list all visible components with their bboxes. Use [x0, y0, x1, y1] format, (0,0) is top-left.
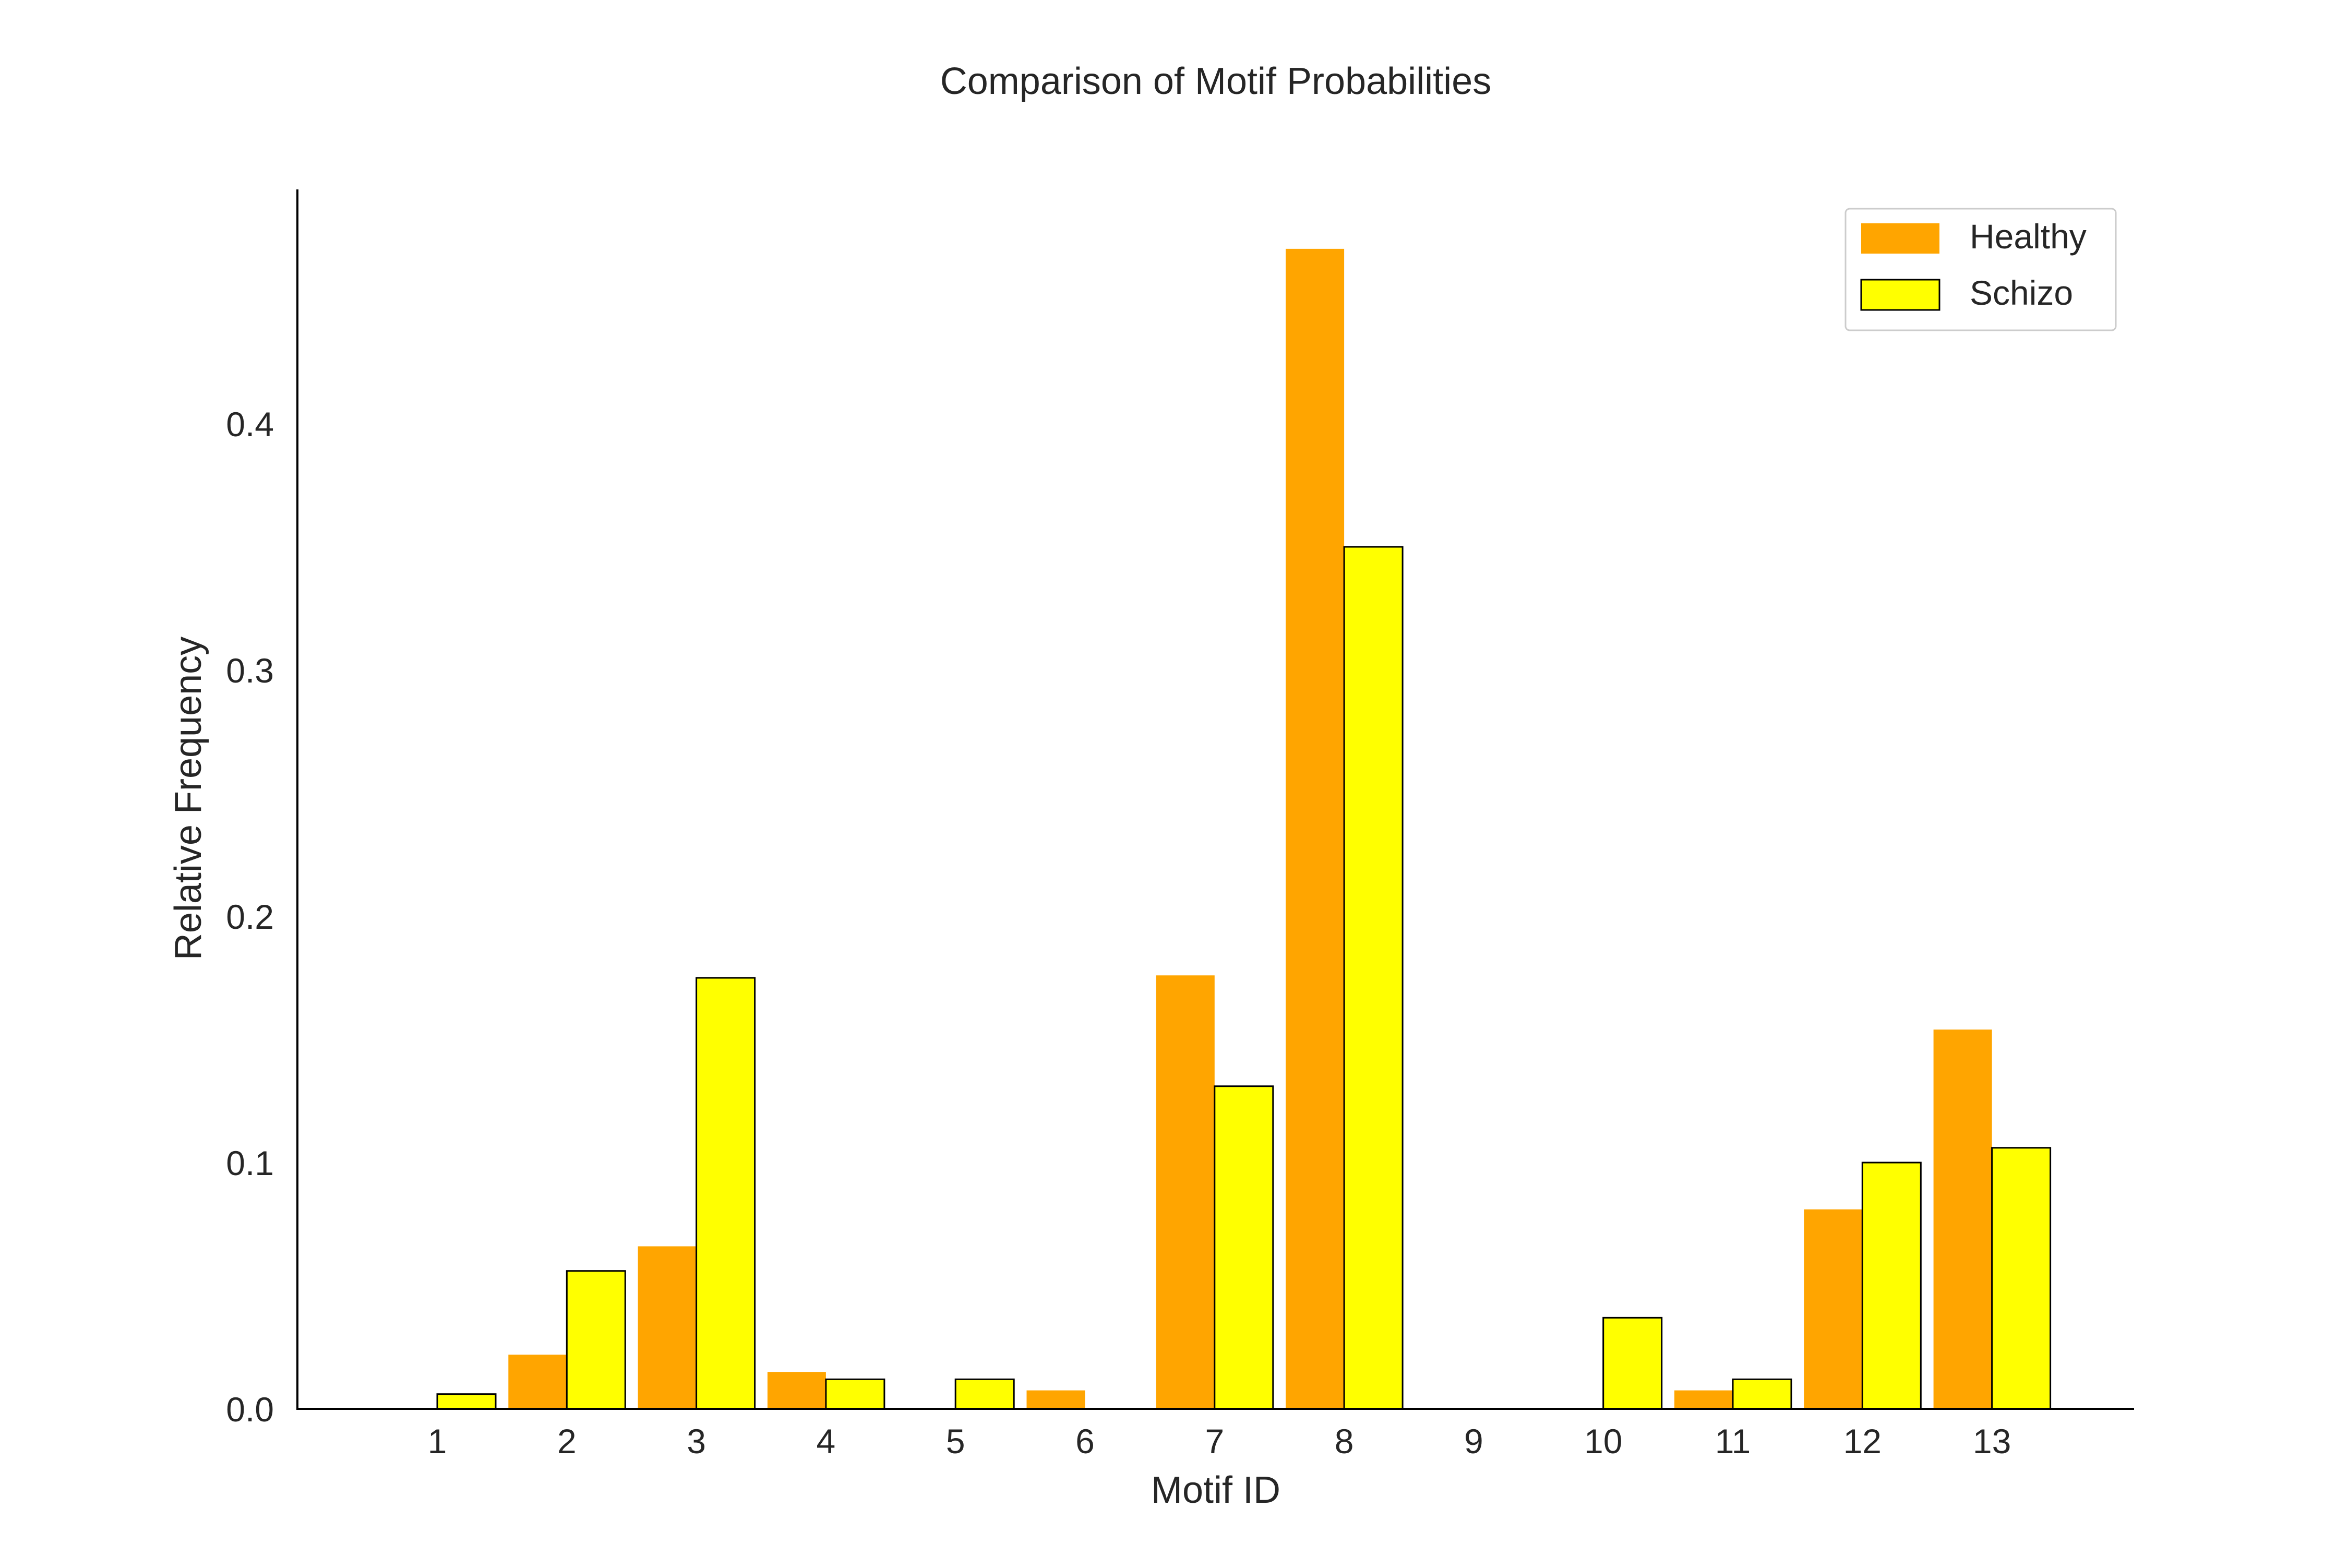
bar-schizo-motif-8 [1343, 546, 1404, 1410]
x-tick-label: 12 [1843, 1422, 1882, 1461]
bar-healthy-motif-13 [1933, 1030, 1992, 1409]
y-axis-label: Relative Frequency [167, 637, 209, 960]
y-tick-label: 0.0 [226, 1390, 274, 1429]
bar-schizo-motif-2 [566, 1270, 626, 1410]
y-tick-label: 0.2 [226, 897, 274, 936]
bar-schizo-motif-12 [1861, 1162, 1922, 1410]
bar-healthy-motif-8 [1286, 248, 1345, 1409]
x-tick-label: 2 [557, 1422, 577, 1461]
x-axis-label: Motif ID [1151, 1469, 1280, 1511]
bar-healthy-motif-12 [1804, 1209, 1863, 1409]
bars-layer [436, 248, 2052, 1410]
x-tick-label: 8 [1335, 1422, 1354, 1461]
bar-schizo-motif-7 [1214, 1085, 1274, 1410]
x-tick-label: 13 [1973, 1422, 2011, 1461]
bar-schizo-motif-3 [696, 977, 756, 1410]
bar-healthy-motif-7 [1156, 975, 1215, 1409]
legend-label-healthy: Healthy [1970, 217, 2087, 256]
x-tick-label: 1 [428, 1422, 447, 1461]
legend-label-schizo: Schizo [1970, 273, 2073, 312]
bar-healthy-motif-2 [508, 1355, 567, 1409]
y-tick-labels: 0.0 0.1 0.2 0.3 0.4 [226, 405, 274, 1429]
legend-swatch-healthy [1861, 223, 1939, 254]
bar-healthy-motif-11 [1674, 1390, 1733, 1409]
bar-schizo-motif-11 [1732, 1378, 1792, 1410]
legend-swatch-schizo [1860, 279, 1940, 311]
x-tick-label: 6 [1075, 1422, 1095, 1461]
y-tick-label: 0.1 [226, 1144, 274, 1182]
x-tick-label: 9 [1464, 1422, 1483, 1461]
x-tick-label: 10 [1584, 1422, 1622, 1461]
x-tick-label: 5 [946, 1422, 965, 1461]
bar-healthy-motif-4 [767, 1372, 826, 1409]
bar-schizo-motif-1 [436, 1393, 497, 1410]
x-tick-label: 3 [687, 1422, 706, 1461]
y-tick-label: 0.3 [226, 651, 274, 690]
bar-healthy-motif-6 [1026, 1390, 1085, 1409]
legend: Healthy Schizo [1844, 208, 2117, 331]
chart-title: Comparison of Motif Probabilities [940, 61, 1491, 102]
bar-schizo-motif-5 [954, 1378, 1015, 1410]
bar-schizo-motif-4 [825, 1378, 885, 1410]
bar-schizo-motif-10 [1602, 1316, 1663, 1410]
x-tick-label: 7 [1205, 1422, 1224, 1461]
bar-schizo-motif-13 [1991, 1147, 2052, 1410]
x-tick-label: 11 [1715, 1422, 1751, 1461]
x-tick-labels: 1 2 3 4 5 6 7 8 9 10 11 12 13 [428, 1422, 2011, 1461]
bar-healthy-motif-3 [638, 1246, 697, 1409]
y-tick-label: 0.4 [226, 405, 274, 444]
x-tick-label: 4 [817, 1422, 836, 1461]
